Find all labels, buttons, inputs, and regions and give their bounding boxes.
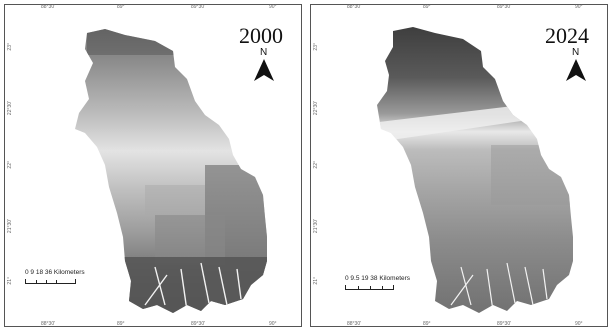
bottom-tick-1: 88°30' (347, 321, 362, 327)
left-tick-3: 22° (313, 161, 319, 169)
map-region-2024 (377, 27, 573, 313)
left-tick-2: 22°30' (313, 101, 319, 116)
top-tick-2: 89° (423, 4, 431, 10)
north-arrow-icon (566, 59, 586, 81)
bottom-tick-2: 89° (117, 321, 125, 327)
north-label: N (260, 47, 268, 58)
left-tick-5: 21° (313, 277, 319, 285)
map-panel-2000: 88°30' 89° 89°30' 90° 88°30' 89° 89°30' … (4, 4, 302, 327)
left-tick-1: 23° (313, 43, 319, 51)
map-panel-2024: 88°30' 89° 89°30' 90° 88°30' 89° 89°30' … (310, 4, 608, 327)
top-tick-3: 89°30' (497, 4, 512, 10)
map-region-2000 (75, 29, 267, 313)
north-arrow-icon (254, 59, 274, 81)
bottom-tick-4: 90° (269, 321, 277, 327)
top-tick-4: 90° (575, 4, 583, 10)
top-tick-2: 89° (117, 4, 125, 10)
top-tick-4: 90° (269, 4, 277, 10)
scale-bar-label: 0 9 18 36 Kilometers (25, 269, 85, 276)
map-year-label: 2000 (239, 23, 283, 48)
left-tick-4: 21°30' (313, 219, 319, 234)
bottom-tick-4: 90° (575, 321, 583, 327)
top-tick-1: 88°30' (347, 4, 362, 10)
north-label: N (572, 47, 580, 58)
bottom-tick-2: 89° (423, 321, 431, 327)
left-tick-4: 21°30' (7, 219, 13, 234)
scale-bar-label: 0 9.5 19 38 Kilometers (345, 275, 411, 282)
left-tick-5: 21° (7, 277, 13, 285)
scale-bar (25, 279, 76, 284)
left-tick-3: 22° (7, 161, 13, 169)
map-year-label: 2024 (545, 23, 589, 48)
top-tick-3: 89°30' (191, 4, 206, 10)
scale-bar (345, 285, 394, 290)
bottom-tick-3: 89°30' (497, 321, 512, 327)
left-tick-1: 23° (7, 43, 13, 51)
top-tick-1: 88°30' (41, 4, 56, 10)
bottom-tick-1: 88°30' (41, 321, 56, 327)
left-tick-2: 22°30' (7, 101, 13, 116)
bottom-tick-3: 89°30' (191, 321, 206, 327)
